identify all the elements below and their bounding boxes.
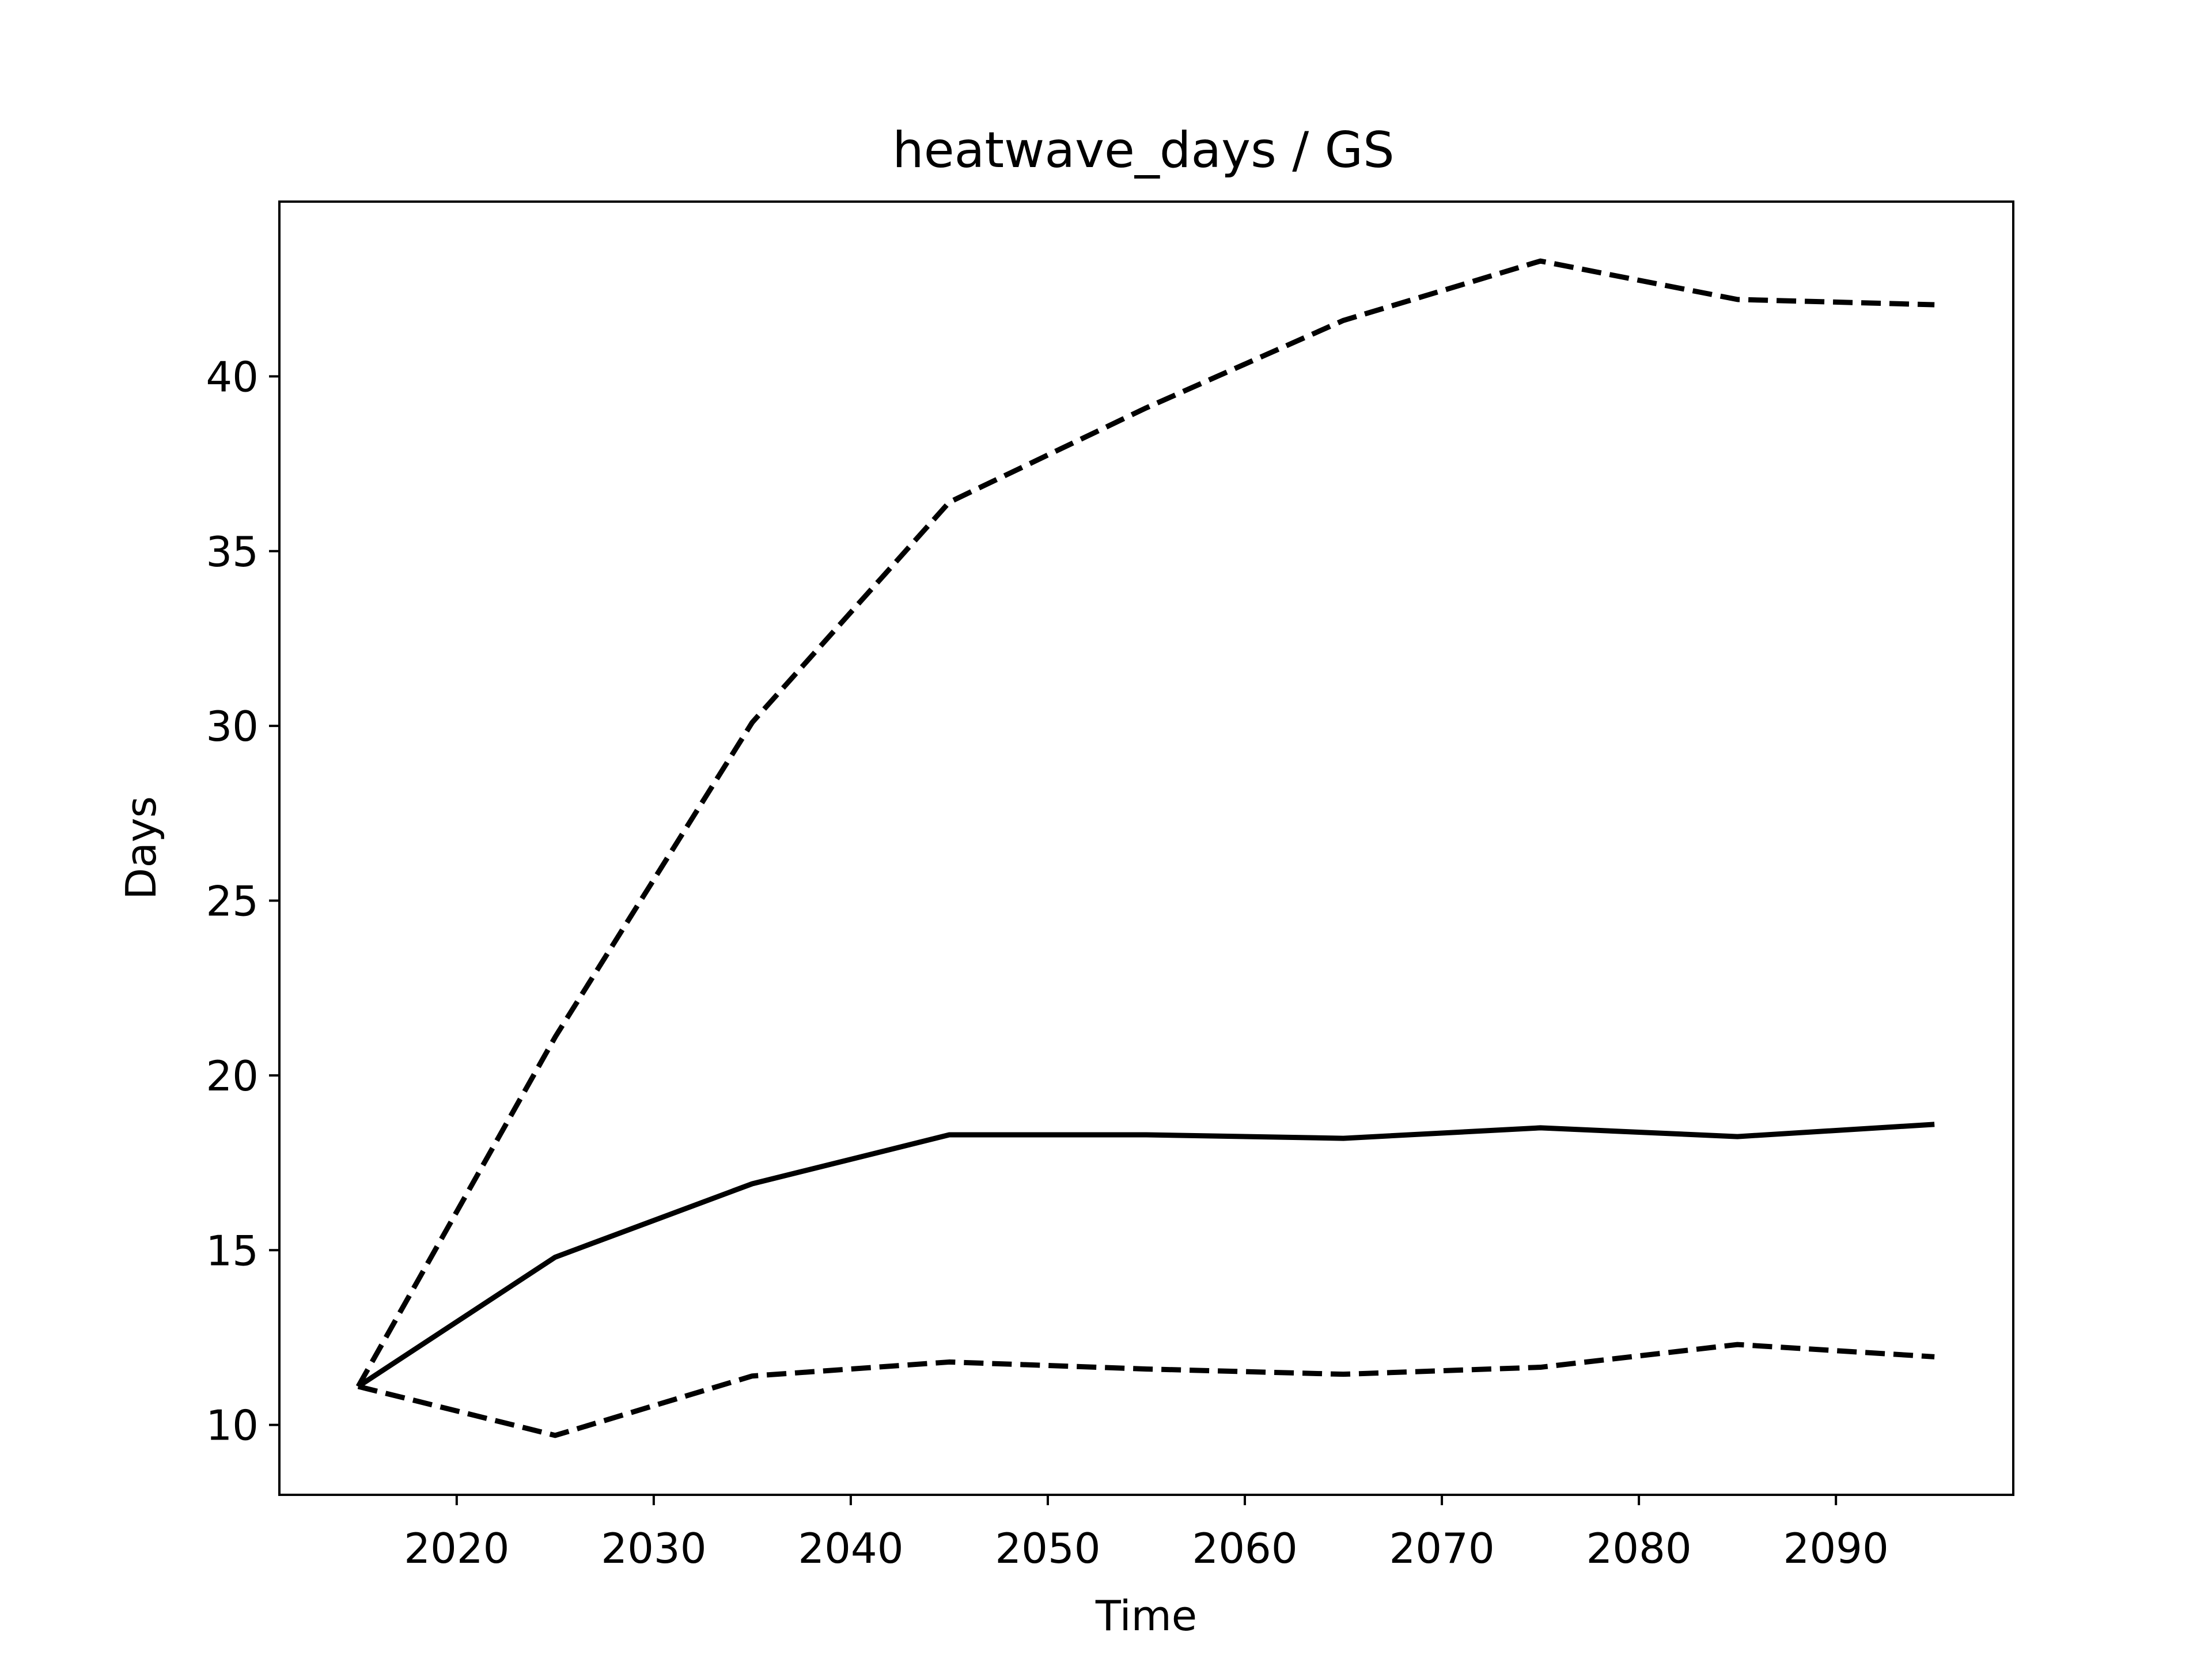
y-tick-label: 40 <box>206 353 259 401</box>
x-tick-label: 2050 <box>995 1524 1100 1573</box>
x-tick-label: 2040 <box>798 1524 903 1573</box>
x-tick-label: 2090 <box>1783 1524 1889 1573</box>
y-tick-label: 35 <box>206 528 259 576</box>
y-tick-label: 30 <box>206 702 259 751</box>
y-axis: 10 15 20 25 30 35 40 <box>206 353 279 1450</box>
x-axis-label: Time <box>1095 1592 1197 1640</box>
y-tick-label: 10 <box>206 1402 259 1450</box>
series-group <box>355 258 1935 1438</box>
x-tick-label: 2060 <box>1192 1524 1297 1573</box>
plot-area <box>278 200 2014 1496</box>
y-tick-label: 20 <box>206 1052 259 1100</box>
chart-title: heatwave_days / GS <box>892 122 1395 179</box>
series-line-dashed <box>355 258 1935 1388</box>
x-tick-label: 2070 <box>1389 1524 1494 1573</box>
x-axis: 2020 2030 2040 2050 2060 2070 2080 2090 <box>404 1495 1889 1573</box>
series-line-dashed <box>357 1342 1935 1438</box>
series-line-solid <box>357 1122 1935 1389</box>
y-tick-label: 25 <box>206 877 259 926</box>
y-axis-label: Days <box>117 796 165 900</box>
x-tick-label: 2080 <box>1586 1524 1691 1573</box>
y-tick-label: 15 <box>206 1226 259 1275</box>
x-tick-label: 2020 <box>404 1524 509 1573</box>
x-tick-label: 2030 <box>601 1524 706 1573</box>
